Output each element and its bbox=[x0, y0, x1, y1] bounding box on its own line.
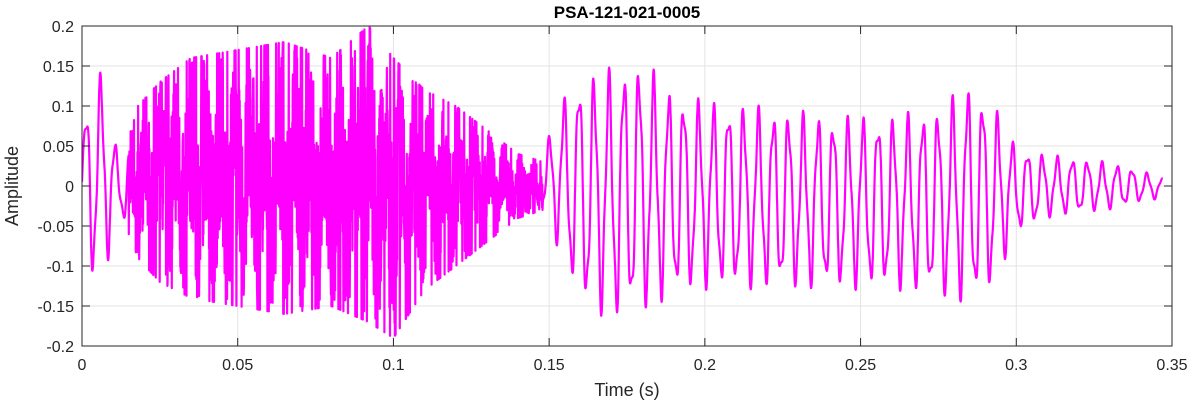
y-tick-label: -0.2 bbox=[46, 339, 74, 356]
x-tick-label: 0.2 bbox=[694, 357, 716, 374]
series-line bbox=[82, 26, 1164, 337]
x-axis-label: Time (s) bbox=[594, 380, 659, 400]
y-axis: -0.2 -0.15 -0.1 -0.05 0 0.05 0.1 0.15 0.2 bbox=[38, 19, 1172, 356]
y-tick-label: -0.1 bbox=[46, 259, 74, 276]
y-tick-label: -0.15 bbox=[38, 299, 75, 316]
chart-title: PSA-121-021-0005 bbox=[554, 3, 700, 22]
x-tick-label: 0.15 bbox=[534, 357, 565, 374]
y-tick-label: 0.05 bbox=[43, 139, 74, 156]
x-tick-label: 0 bbox=[78, 357, 87, 374]
x-tick-label: 0.05 bbox=[222, 357, 253, 374]
y-tick-label: 0.1 bbox=[52, 99, 74, 116]
y-axis-label: Amplitude bbox=[2, 146, 22, 226]
series-layer bbox=[82, 26, 1164, 337]
x-tick-label: 0.35 bbox=[1156, 357, 1187, 374]
x-tick-label: 0.3 bbox=[1005, 357, 1027, 374]
y-tick-label: 0 bbox=[65, 179, 74, 196]
y-tick-label: -0.05 bbox=[38, 219, 75, 236]
y-tick-label: 0.15 bbox=[43, 59, 74, 76]
x-tick-label: 0.1 bbox=[382, 357, 404, 374]
x-axis: 0 0.05 0.1 0.15 0.2 0.25 0.3 0.35 bbox=[78, 26, 1188, 374]
y-tick-label: 0.2 bbox=[52, 19, 74, 36]
x-tick-label: 0.25 bbox=[845, 357, 876, 374]
